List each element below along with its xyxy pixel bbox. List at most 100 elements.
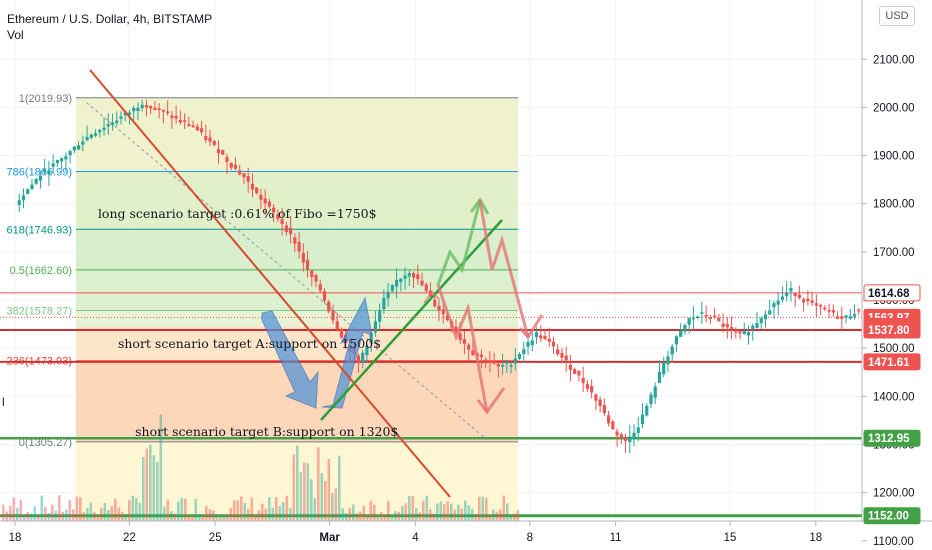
candle-body [51, 163, 55, 167]
candle-body [780, 296, 785, 300]
candle-body [153, 107, 157, 111]
volume-bar [121, 511, 124, 521]
candle-body [848, 316, 852, 319]
volume-bar [37, 515, 40, 521]
volume-bar [159, 414, 163, 521]
candle-body [225, 157, 229, 162]
candle-body [335, 321, 339, 330]
volume-bar [338, 455, 341, 521]
time-tick-label-5: 8 [527, 532, 533, 544]
candle-body [305, 259, 310, 270]
candle-body [806, 298, 810, 302]
candle-body [81, 141, 85, 145]
long-scenario-path [436, 199, 482, 286]
candle-body [26, 189, 30, 195]
volume-bar [128, 500, 131, 521]
candle-body [717, 317, 721, 322]
candle-body [382, 297, 386, 310]
price-tick-label-0: 2100.00 [873, 54, 915, 66]
candle-body [166, 111, 170, 114]
volume-bar [362, 505, 366, 521]
volume-bar [289, 507, 292, 521]
candle-body [178, 120, 182, 123]
volume-bar [457, 504, 460, 521]
volume-bar [345, 513, 348, 521]
candle-body [157, 108, 161, 110]
fib-label-1: 786(1866.99) [7, 166, 72, 178]
time-tick-label-6: 11 [610, 532, 622, 544]
volume-bar [149, 444, 152, 521]
volume-bar [432, 513, 436, 521]
volume-bar [138, 502, 142, 521]
volume-bar [187, 516, 191, 521]
volume-bar [429, 509, 432, 521]
price-badge-label: 1537.80 [868, 325, 910, 337]
candle-body [60, 158, 64, 162]
candle-body [420, 280, 424, 286]
volume-bar [5, 511, 9, 521]
volume-bar [173, 513, 177, 521]
volume-bar [422, 501, 425, 521]
candle-body [259, 194, 263, 200]
annotation-2: short scenario target B:support on 1320$ [135, 424, 398, 439]
volume-bar [75, 496, 79, 521]
volume-bar [268, 497, 271, 521]
volume-bar [355, 513, 359, 521]
candle-body [272, 207, 276, 213]
candle-body [441, 309, 445, 315]
fib-label-6: 0(1305.27) [19, 437, 72, 449]
candle-body [632, 432, 636, 439]
candle-body [89, 134, 93, 138]
candle-body [543, 335, 547, 340]
currency-button[interactable]: USD [879, 6, 915, 26]
candle-body [17, 200, 21, 206]
volume-bar [278, 506, 282, 521]
volume-bar [415, 507, 418, 521]
candle-body [835, 316, 840, 319]
fib-label-4: 382(1578.27) [7, 305, 72, 317]
uptrend-line [320, 219, 503, 421]
price-axis-bg [862, 0, 932, 550]
candle-body [517, 354, 522, 359]
volume-bar [394, 510, 397, 521]
volume-bar [310, 479, 313, 521]
candle-body [68, 151, 72, 156]
candle-body [772, 303, 776, 308]
volume-bar [502, 495, 506, 521]
volume-bar [54, 510, 58, 521]
candle-body [492, 361, 496, 364]
indicator-label[interactable]: Vol [7, 28, 24, 42]
short-b-path [436, 284, 489, 413]
candle-body [534, 332, 539, 338]
candle-body [221, 149, 225, 155]
volume-bar [163, 506, 166, 521]
fib-zone [76, 97, 518, 172]
candle-body [679, 330, 683, 337]
candle-body [585, 383, 589, 389]
volume-bar [243, 502, 247, 521]
volume-bar [506, 503, 509, 521]
price-tick-label-3: 1800.00 [873, 199, 915, 211]
volume-bar [215, 513, 219, 521]
price-badge-label: 1152.00 [868, 511, 909, 523]
candle-body [318, 284, 322, 291]
candle-body [378, 310, 382, 322]
candle-body [255, 187, 259, 194]
volume-bar [383, 516, 387, 521]
candle-body [573, 369, 577, 374]
volume-bar [471, 508, 474, 521]
candle-body [30, 184, 34, 190]
candle-body [602, 405, 606, 414]
candle-body [484, 359, 488, 362]
candle-body [127, 112, 132, 116]
candle-body [496, 363, 500, 367]
volume-bar [23, 515, 26, 521]
candle-body [746, 332, 751, 336]
candle-body [242, 173, 246, 178]
volume-bar [170, 511, 173, 521]
blue-arrow-down [261, 310, 319, 409]
volume-bar [352, 504, 355, 521]
volume-bar [492, 509, 495, 521]
volume-bar [380, 512, 383, 521]
